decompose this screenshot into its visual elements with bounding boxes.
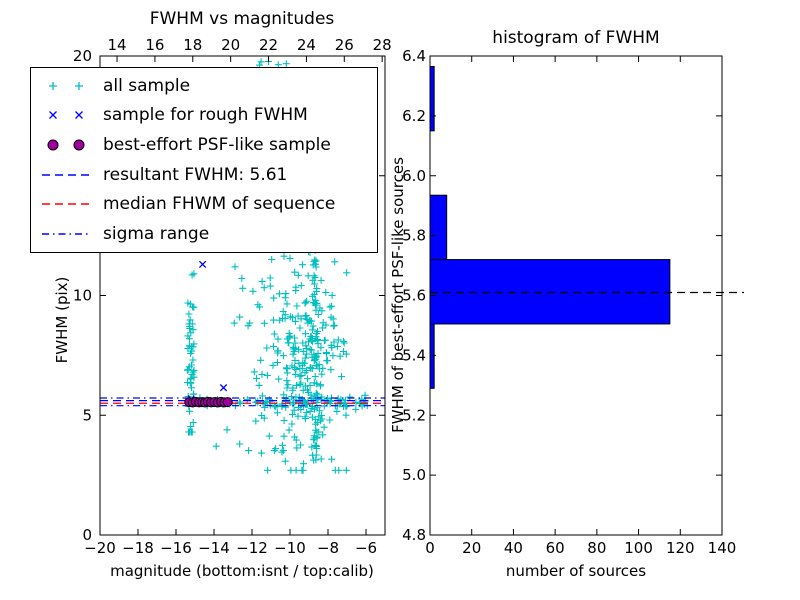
legend-item-label: sigma range <box>103 224 210 245</box>
right-plot-axes: 0 20 40 60 80 100 120 140 4.8 5.0 5.2 5.4 5.6 5.8 6.0 6… <box>402 47 736 557</box>
svg-text:16: 16 <box>145 36 164 54</box>
svg-text:−12: −12 <box>236 539 268 557</box>
svg-text:−18: −18 <box>122 539 154 557</box>
legend-item-label: all sample <box>103 75 191 96</box>
svg-text:18: 18 <box>183 36 202 54</box>
svg-text:140: 140 <box>708 539 737 557</box>
left-plot-axes: −20 −18 −16 −14 −12 −10 −8 −6 14 16 18 20 22 24 26 28 0 5… <box>73 36 392 557</box>
svg-text:−6: −6 <box>355 539 377 557</box>
svg-text:28: 28 <box>373 36 392 54</box>
reference-lines <box>100 397 385 407</box>
svg-text:5.2: 5.2 <box>402 406 426 424</box>
dashed-marker-icon <box>42 203 90 206</box>
left-chart-title: FWHM vs magnitudes <box>149 9 335 29</box>
svg-text:40: 40 <box>504 539 523 557</box>
legend: all sample sample for rough FWHM best-effo… <box>30 67 378 253</box>
svg-text:−10: −10 <box>274 539 306 557</box>
svg-text:−20: −20 <box>84 539 116 557</box>
svg-text:120: 120 <box>666 539 695 557</box>
svg-text:−16: −16 <box>160 539 192 557</box>
svg-text:10: 10 <box>73 287 92 305</box>
left-chart-xlabel: magnitude (bottom:isnt / top:calib) <box>110 562 374 580</box>
svg-text:100: 100 <box>624 539 653 557</box>
svg-text:−14: −14 <box>198 539 230 557</box>
legend-item-label: best-effort PSF-like sample <box>103 135 331 156</box>
legend-item-3: resultant FWHM: 5.61 <box>39 160 369 189</box>
scatter-psf-sample <box>184 396 233 408</box>
right-plot: 0 20 40 60 80 100 120 140 4.8 5.0 5.2 5.4 5.6 5.8 6.0 6… <box>402 47 744 557</box>
svg-text:5.6: 5.6 <box>402 287 426 305</box>
left-chart-ylabel: FWHM (pix) <box>53 276 71 364</box>
dashdot-marker-icon <box>42 233 90 235</box>
right-chart-title: histogram of FWHM <box>492 28 660 48</box>
svg-text:20: 20 <box>221 36 240 54</box>
svg-text:5.0: 5.0 <box>402 466 426 484</box>
svg-text:5.8: 5.8 <box>402 227 426 245</box>
legend-item-1: sample for rough FWHM <box>39 101 369 130</box>
svg-text:22: 22 <box>259 36 278 54</box>
svg-text:6.4: 6.4 <box>402 47 426 65</box>
circle-marker-icon <box>47 139 85 151</box>
legend-item-2: best-effort PSF-like sample <box>39 131 369 160</box>
legend-item-4: median FHWM of sequence <box>39 190 369 219</box>
svg-text:5: 5 <box>82 406 92 424</box>
svg-text:80: 80 <box>587 539 606 557</box>
svg-text:14: 14 <box>107 36 126 54</box>
svg-text:24: 24 <box>297 36 316 54</box>
svg-text:0: 0 <box>82 526 92 544</box>
svg-text:4.8: 4.8 <box>402 526 426 544</box>
dashed-marker-icon <box>42 174 90 176</box>
right-chart-xlabel: number of sources <box>505 562 647 580</box>
legend-item-label: sample for rough FWHM <box>103 105 308 126</box>
svg-text:60: 60 <box>546 539 565 557</box>
plus-marker-icon <box>49 81 83 90</box>
svg-text:6.0: 6.0 <box>402 167 426 185</box>
cross-marker-icon <box>49 111 83 120</box>
legend-item-label: resultant FWHM: 5.61 <box>103 164 288 185</box>
svg-text:20: 20 <box>462 539 481 557</box>
left-plot: −20 −18 −16 −14 −12 −10 −8 −6 14 16 18 20 22 24 26 28 0 5… <box>73 36 392 557</box>
svg-text:20: 20 <box>73 47 92 65</box>
legend-item-label: median FHWM of sequence <box>103 194 336 215</box>
svg-text:−8: −8 <box>317 539 339 557</box>
svg-text:26: 26 <box>335 36 354 54</box>
legend-item-5: sigma range <box>39 220 369 249</box>
svg-text:0: 0 <box>425 539 435 557</box>
svg-text:5.4: 5.4 <box>402 346 426 364</box>
histogram-bars <box>429 65 671 389</box>
right-chart-ylabel: FWHM of best-effort PSF-like sources <box>389 157 407 433</box>
scatter-rough-fwhm <box>187 260 231 406</box>
legend-item-0: all sample <box>39 71 369 100</box>
svg-text:6.2: 6.2 <box>402 107 426 125</box>
